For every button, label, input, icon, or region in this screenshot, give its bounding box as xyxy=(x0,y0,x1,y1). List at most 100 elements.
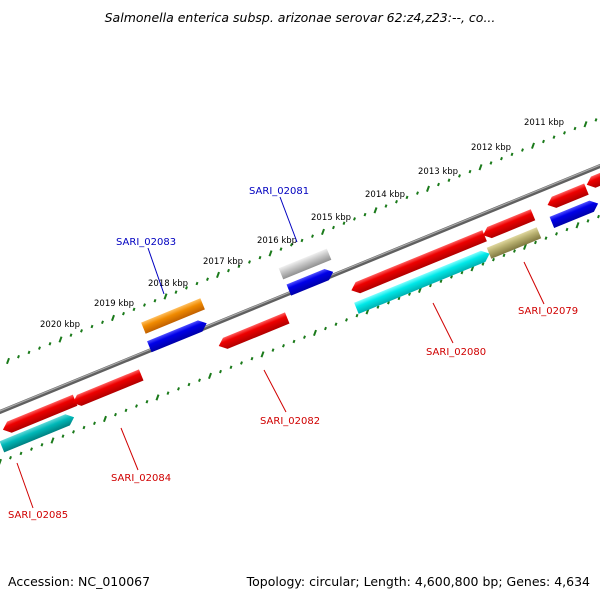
red-feature[interactable] xyxy=(584,171,600,191)
minor-tick xyxy=(292,339,296,344)
major-tick xyxy=(216,271,220,279)
gene-label-reverse[interactable]: SARI_02084 xyxy=(111,473,171,484)
minor-tick xyxy=(303,335,306,339)
major-tick xyxy=(523,243,527,250)
minor-tick xyxy=(563,131,566,135)
minor-tick xyxy=(40,443,44,447)
minor-tick xyxy=(258,255,262,260)
minor-tick xyxy=(282,344,285,348)
genome-summary-text: Topology: circular; Length: 4,600,800 bp… xyxy=(246,574,590,589)
orange-feature[interactable] xyxy=(141,298,205,334)
minor-tick xyxy=(555,232,558,236)
red-feature[interactable] xyxy=(70,369,144,408)
gene-label-forward[interactable]: SARI_02081 xyxy=(249,186,309,197)
minor-tick xyxy=(405,195,409,200)
minor-tick xyxy=(143,303,146,307)
kbp-label: 2018 kbp xyxy=(148,279,188,289)
minor-tick xyxy=(240,361,243,365)
minor-tick xyxy=(353,217,356,221)
minor-tick xyxy=(135,404,138,408)
minor-tick xyxy=(206,277,209,281)
minor-tick xyxy=(195,281,199,286)
major-tick xyxy=(58,336,63,343)
label-leaders xyxy=(16,196,545,509)
minor-tick xyxy=(132,307,136,312)
minor-tick xyxy=(500,156,503,161)
minor-tick xyxy=(250,356,254,361)
kbp-label: 2011 kbp xyxy=(524,118,564,128)
minor-tick xyxy=(17,354,20,359)
cyan-feature[interactable] xyxy=(354,248,492,314)
minor-tick xyxy=(187,382,191,387)
minor-tick xyxy=(468,169,472,174)
blue-feature[interactable] xyxy=(286,266,336,296)
blue-feature[interactable] xyxy=(549,198,600,229)
gene-label-reverse[interactable]: SARI_02085 xyxy=(8,510,68,521)
minor-tick xyxy=(82,425,86,430)
major-tick xyxy=(313,329,317,337)
major-tick xyxy=(321,228,325,236)
minor-tick xyxy=(229,365,233,370)
major-tick xyxy=(426,185,430,192)
red-feature[interactable] xyxy=(1,394,78,436)
map-title: Salmonella enterica subsp. arizonae sero… xyxy=(105,10,496,25)
minor-tick xyxy=(594,118,598,122)
kbp-label: 2013 kbp xyxy=(418,167,458,177)
minor-tick xyxy=(9,455,12,460)
kbp-label: 2019 kbp xyxy=(94,299,134,309)
gene-label-reverse[interactable]: SARI_02082 xyxy=(260,416,320,427)
minor-tick xyxy=(198,378,201,382)
major-tick xyxy=(163,293,168,300)
major-tick xyxy=(208,372,212,380)
major-tick xyxy=(260,351,265,358)
minor-tick xyxy=(114,412,117,417)
gene-label-forward[interactable]: SARI_02083 xyxy=(116,237,176,248)
minor-tick xyxy=(271,348,275,352)
red-feature[interactable] xyxy=(545,183,589,210)
gene-label-reverse[interactable]: SARI_02079 xyxy=(518,306,578,317)
minor-tick xyxy=(90,324,94,329)
minor-tick xyxy=(30,447,33,451)
minor-tick xyxy=(513,249,516,253)
minor-tick xyxy=(227,268,230,273)
minor-tick xyxy=(565,227,569,232)
minor-tick xyxy=(597,214,600,219)
major-tick xyxy=(0,458,2,466)
minor-tick xyxy=(416,191,419,195)
minor-tick xyxy=(153,298,157,303)
minor-tick xyxy=(177,387,180,391)
gene-labels: SARI_02081 SARI_02083 SARI_02079 SARI_02… xyxy=(8,186,578,521)
minor-tick xyxy=(384,204,388,208)
teal-feature[interactable] xyxy=(0,412,76,453)
minor-tick xyxy=(395,199,398,204)
minor-tick xyxy=(534,240,537,245)
major-tick xyxy=(50,437,55,444)
minor-tick xyxy=(502,253,506,258)
minor-tick xyxy=(61,434,65,438)
accession-text: Accession: NC_010067 xyxy=(8,574,150,589)
olive-feature[interactable] xyxy=(486,227,542,259)
gene-label-reverse[interactable]: SARI_02080 xyxy=(426,347,486,358)
minor-tick xyxy=(166,391,170,395)
major-tick xyxy=(103,415,107,423)
minor-tick xyxy=(124,408,128,413)
major-tick xyxy=(111,314,115,322)
blue-feature[interactable] xyxy=(147,318,209,353)
minor-tick xyxy=(27,350,31,355)
kbp-labels: 2011 kbp 2012 kbp 2013 kbp 2014 kbp 2015… xyxy=(40,118,564,330)
minor-tick xyxy=(544,236,548,240)
red-feature[interactable] xyxy=(481,209,536,241)
red-feature[interactable] xyxy=(216,312,290,351)
gray-feature[interactable] xyxy=(278,248,332,280)
minor-tick xyxy=(185,286,188,290)
minor-tick xyxy=(334,322,338,326)
red-feature[interactable] xyxy=(349,230,487,296)
minor-tick xyxy=(586,219,590,223)
kbp-label: 2020 kbp xyxy=(40,320,80,330)
minor-tick xyxy=(458,174,461,178)
minor-tick xyxy=(447,178,451,182)
minor-tick xyxy=(19,451,23,456)
minor-tick xyxy=(573,126,577,131)
